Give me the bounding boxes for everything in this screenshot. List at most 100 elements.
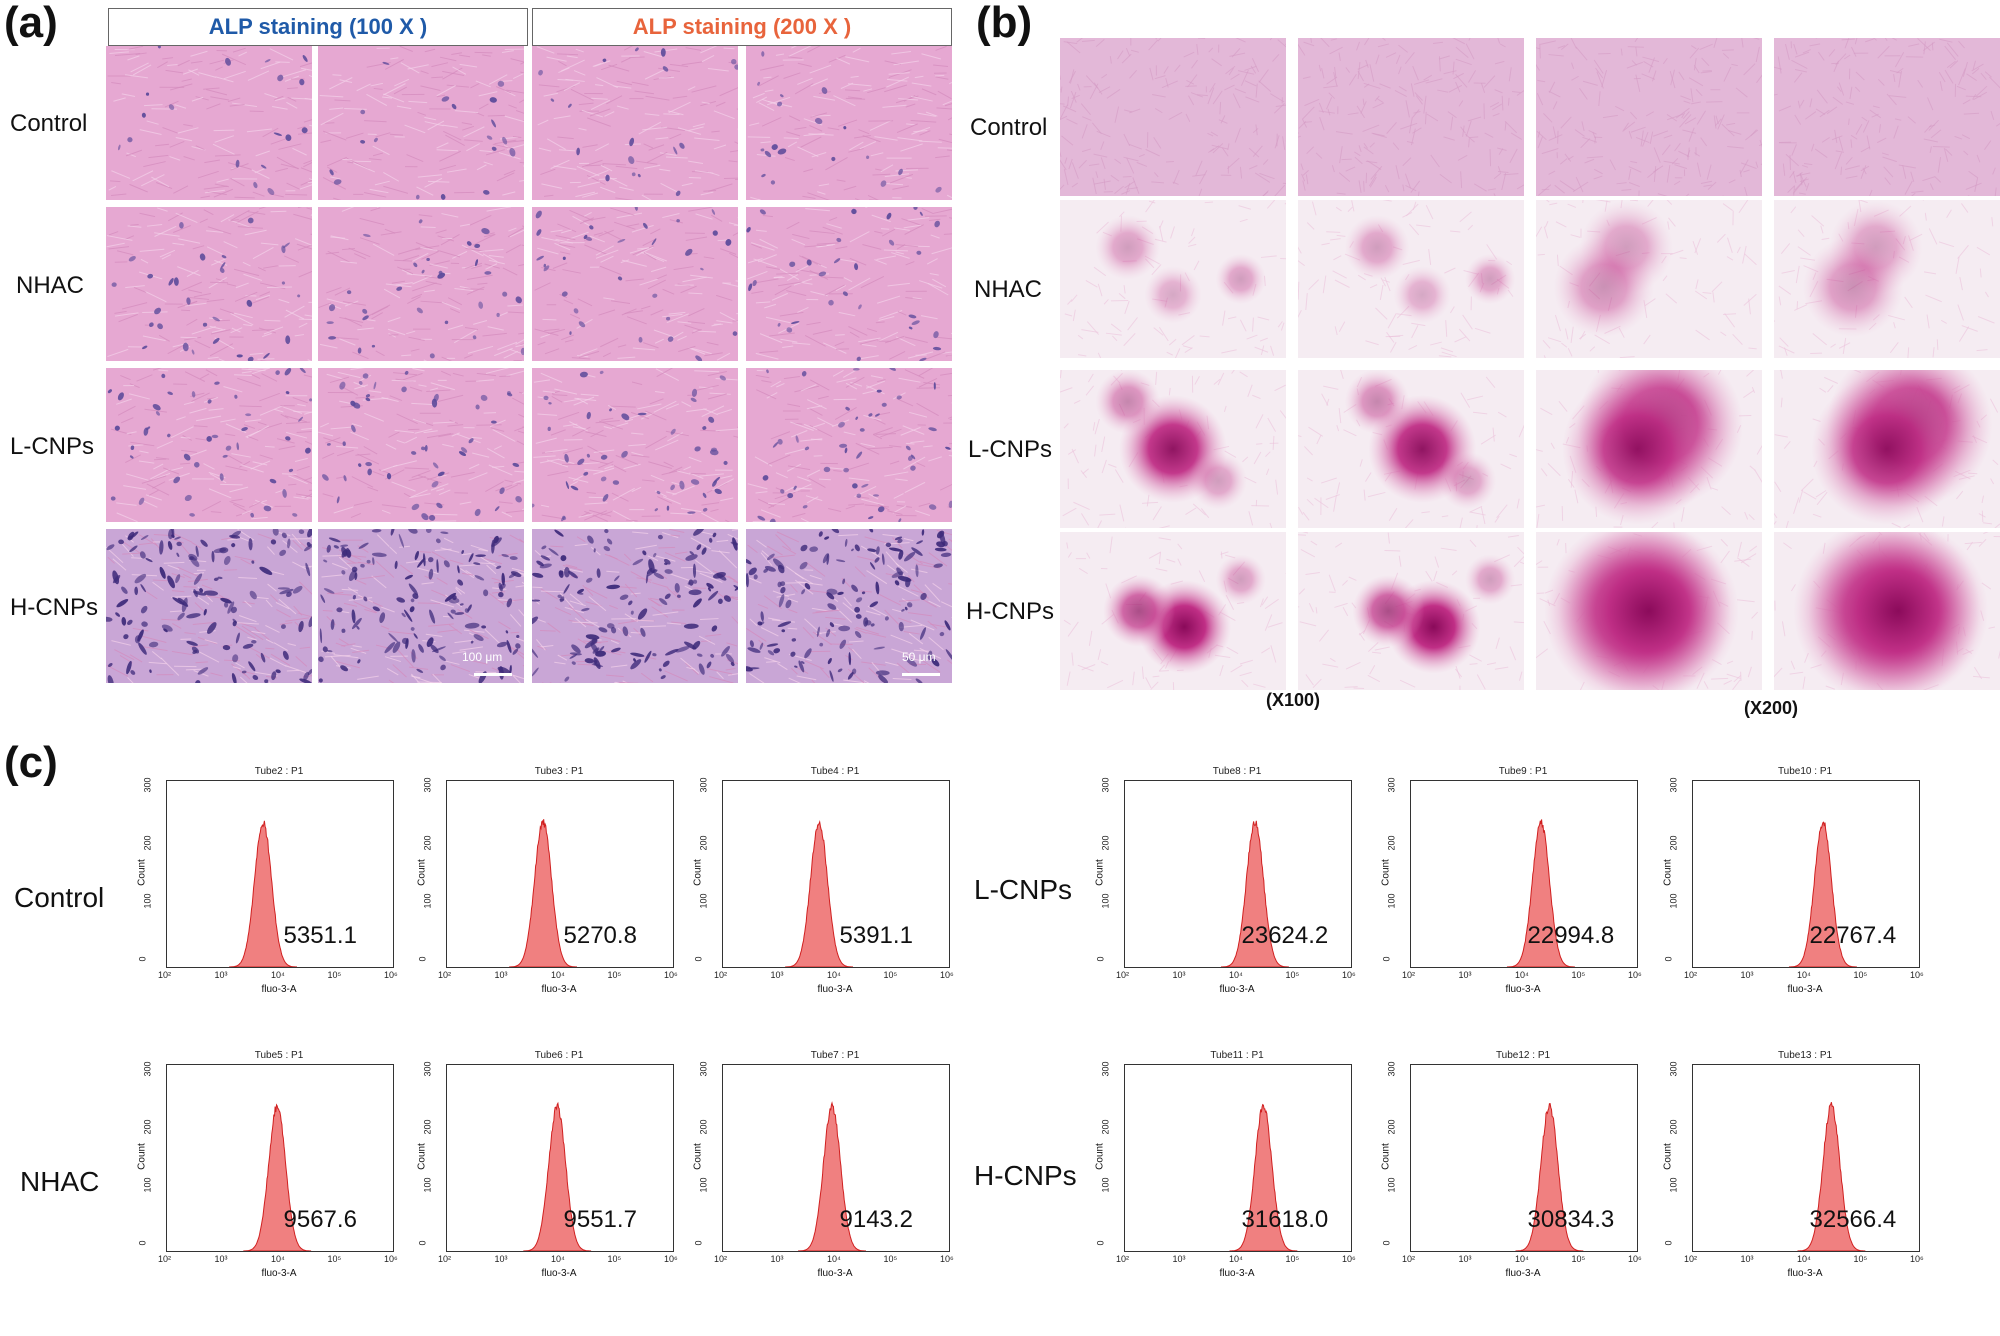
y-tick-label: 300 <box>1101 777 1111 792</box>
y-tick-label: 200 <box>1101 835 1111 850</box>
scale-bar-50um: 50 μm <box>902 650 936 664</box>
x-axis-label: fluo-3-A <box>722 1268 948 1279</box>
alp-micrograph-control-3 <box>532 46 738 200</box>
x-axis-label: fluo-3-A <box>722 984 948 995</box>
histogram-plot-area <box>446 780 674 968</box>
histogram-plot-area <box>166 780 394 968</box>
y-tick-label: 300 <box>699 1061 709 1076</box>
x-tick-label: 10³ <box>495 970 508 980</box>
mean-fluorescence-value: 5391.1 <box>840 922 913 950</box>
alp-micrograph-nhac-2 <box>318 207 524 361</box>
y-tick-label: 300 <box>423 777 433 792</box>
x-axis-label: fluo-3-A <box>1124 984 1350 995</box>
group-label-l-cnps: L-CNPs <box>974 874 1072 906</box>
x-axis-label: fluo-3-A <box>1410 1268 1636 1279</box>
histogram-title: Tube6 : P1 <box>446 1050 672 1061</box>
y-tick-label: 100 <box>143 893 153 908</box>
histogram-title: Tube11 : P1 <box>1124 1050 1350 1061</box>
x-tick-label: 10⁵ <box>608 970 622 980</box>
y-tick-label: 0 <box>418 1240 428 1245</box>
x-tick-label: 10³ <box>495 1254 508 1264</box>
y-axis-label: Count <box>1095 1137 1106 1177</box>
histogram-plot-area <box>722 780 950 968</box>
mean-fluorescence-value: 23624.2 <box>1242 922 1329 950</box>
x-tick-label: 10³ <box>771 1254 784 1264</box>
x-tick-label: 10⁶ <box>384 970 398 980</box>
alp-200x-header: ALP staining (200 X ) <box>532 8 952 46</box>
x-tick-label: 10⁴ <box>271 1254 285 1264</box>
x-tick-label: 10⁶ <box>1342 1254 1356 1264</box>
x-tick-label: 10⁴ <box>1797 970 1811 980</box>
y-tick-label: 100 <box>1101 1177 1111 1192</box>
ars-micrograph-control-3 <box>1536 38 1762 196</box>
y-axis-label: Count <box>1095 853 1106 893</box>
x-tick-label: 10⁶ <box>384 1254 398 1264</box>
x-tick-label: 10⁵ <box>328 1254 342 1264</box>
y-tick-label: 200 <box>423 835 433 850</box>
y-tick-label: 0 <box>694 1240 704 1245</box>
mean-fluorescence-value: 9551.7 <box>564 1206 637 1234</box>
ars-micrograph-l-cnps-4 <box>1774 370 2000 528</box>
alp-micrograph-l-cnps-4 <box>746 368 952 522</box>
y-tick-label: 200 <box>1669 1119 1679 1134</box>
x-tick-label: 10⁵ <box>1286 1254 1300 1264</box>
y-tick-label: 300 <box>1669 777 1679 792</box>
x-tick-label: 10² <box>158 970 171 980</box>
y-tick-label: 100 <box>1669 1177 1679 1192</box>
ars-micrograph-l-cnps-2 <box>1298 370 1524 528</box>
y-tick-label: 300 <box>1387 777 1397 792</box>
histogram-plot-area <box>446 1064 674 1252</box>
y-tick-label: 0 <box>1382 1240 1392 1245</box>
histogram-plot-area <box>166 1064 394 1252</box>
x-axis-label: fluo-3-A <box>1410 984 1636 995</box>
x-tick-label: 10⁴ <box>1797 1254 1811 1264</box>
x-tick-label: 10² <box>1684 970 1697 980</box>
x-tick-label: 10⁵ <box>328 970 342 980</box>
y-tick-label: 0 <box>138 1240 148 1245</box>
alp-200x-header-text: ALP staining (200 X ) <box>633 14 851 39</box>
y-axis-label: Count <box>693 1137 704 1177</box>
x-tick-label: 10⁴ <box>551 970 565 980</box>
y-tick-label: 100 <box>1669 893 1679 908</box>
alp-micrograph-control-2 <box>318 46 524 200</box>
x-tick-label: 10⁵ <box>1572 970 1586 980</box>
alp-micrograph-l-cnps-2 <box>318 368 524 522</box>
x-axis-label: fluo-3-A <box>1692 1268 1918 1279</box>
x-tick-label: 10⁵ <box>884 970 898 980</box>
mean-fluorescence-value: 22994.8 <box>1528 922 1615 950</box>
y-tick-label: 300 <box>143 777 153 792</box>
y-tick-label: 300 <box>1101 1061 1111 1076</box>
x-tick-label: 10⁴ <box>1515 1254 1529 1264</box>
x-axis-label: fluo-3-A <box>446 984 672 995</box>
panel-a-label: (a) <box>4 0 58 48</box>
histogram-title: Tube12 : P1 <box>1410 1050 1636 1061</box>
x-tick-label: 10³ <box>1173 970 1186 980</box>
alp-micrograph-l-cnps-1 <box>106 368 312 522</box>
panel-b-row-h-cnps: H-CNPs <box>966 598 1054 626</box>
x-tick-label: 10⁵ <box>1286 970 1300 980</box>
x-tick-label: 10² <box>438 970 451 980</box>
x-tick-label: 10³ <box>1459 970 1472 980</box>
alp-micrograph-h-cnps-3 <box>532 529 738 683</box>
ars-micrograph-control-1 <box>1060 38 1286 196</box>
x-tick-label: 10³ <box>1459 1254 1472 1264</box>
x-tick-label: 10² <box>158 1254 171 1264</box>
y-tick-label: 100 <box>699 1177 709 1192</box>
y-tick-label: 100 <box>1101 893 1111 908</box>
x-tick-label: 10³ <box>1741 1254 1754 1264</box>
y-axis-label: Count <box>417 1137 428 1177</box>
y-tick-label: 0 <box>1096 1240 1106 1245</box>
mean-fluorescence-value: 30834.3 <box>1528 1206 1615 1234</box>
y-tick-label: 0 <box>1664 956 1674 961</box>
panel-b-row-control: Control <box>970 114 1047 142</box>
x-tick-label: 10³ <box>771 970 784 980</box>
y-axis-label: Count <box>693 853 704 893</box>
